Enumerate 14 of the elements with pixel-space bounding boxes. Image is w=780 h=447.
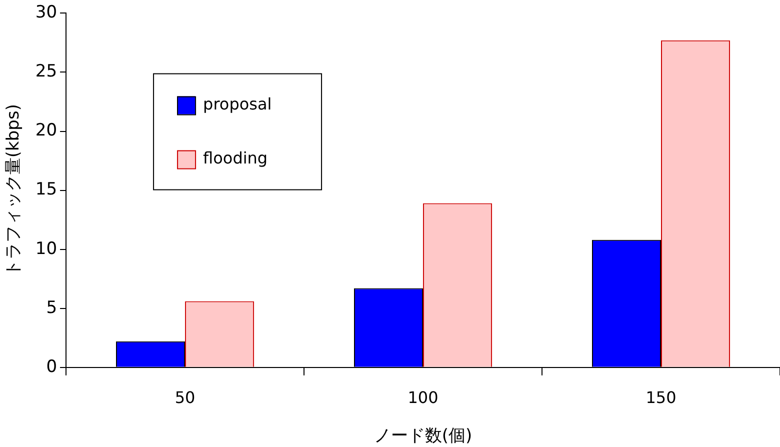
y-tick-label: 15 xyxy=(35,180,58,200)
x-tick-label: 100 xyxy=(408,388,438,408)
y-tick-label: 5 xyxy=(46,298,58,318)
y-axis-title: トラフィック量(kbps) xyxy=(4,104,24,277)
y-tick-label: 10 xyxy=(35,238,58,259)
y-tick-label: 30 xyxy=(35,2,58,23)
x-tick-label: 50 xyxy=(174,388,196,408)
x-tick-label: 150 xyxy=(646,388,676,408)
y-tick-label: 0 xyxy=(46,356,58,377)
y-tick-label: 20 xyxy=(35,120,58,141)
legend-label: proposal xyxy=(203,94,272,114)
y-tick-label: 25 xyxy=(35,62,58,82)
x-axis-title: ノード数(個) xyxy=(374,426,472,446)
legend-label: flooding xyxy=(203,148,268,168)
